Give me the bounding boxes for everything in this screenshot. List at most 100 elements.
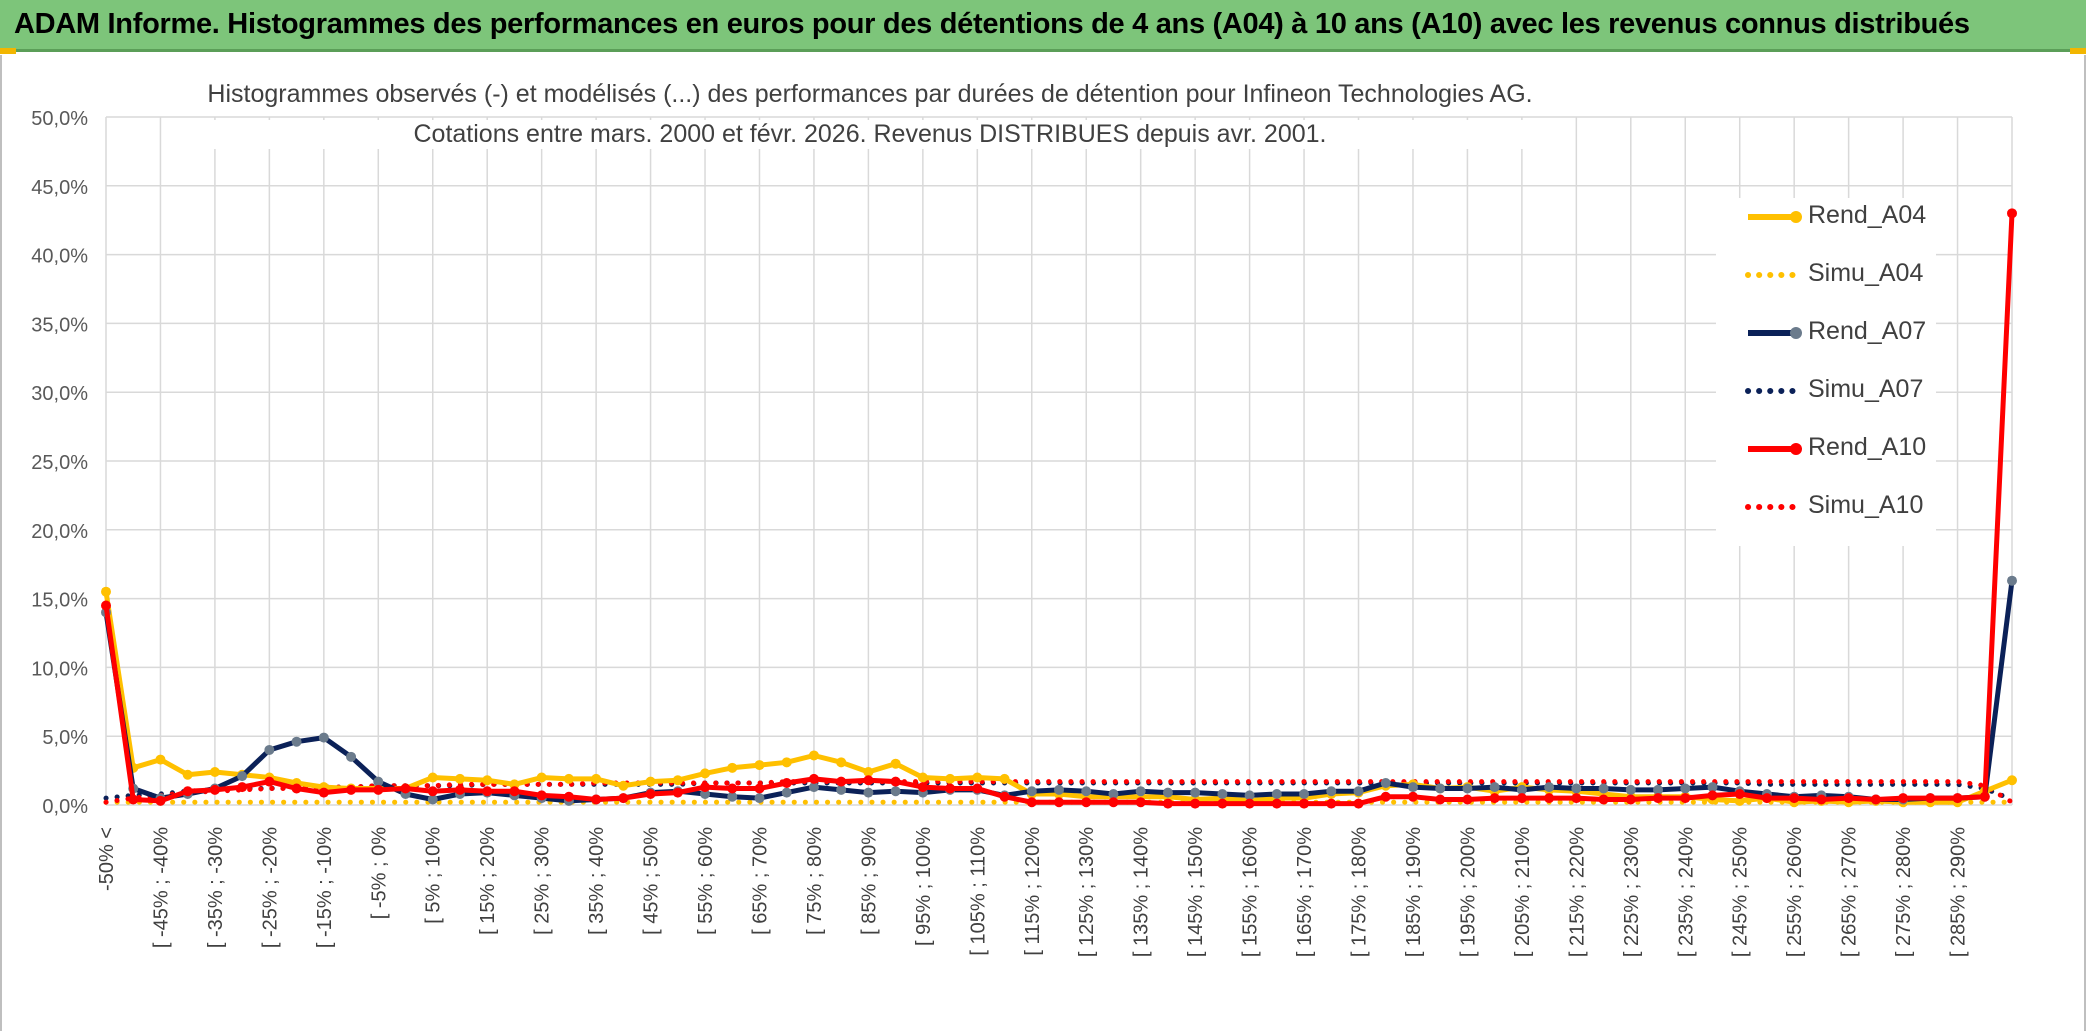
x-tick-label: [ 25% ; 30% <box>532 827 554 935</box>
legend-label: Rend_A10 <box>1808 433 1927 461</box>
data-point-rend-a10 <box>400 783 411 794</box>
data-point-rend-a04 <box>727 762 738 773</box>
x-tick-label: [ 175% ; 180% <box>1349 827 1371 957</box>
data-point-rend-a04 <box>945 773 956 784</box>
data-point-rend-a10 <box>2007 208 2017 219</box>
x-tick-label: [ 285% ; 290% <box>1948 827 1970 957</box>
data-point-rend-a10 <box>155 795 166 806</box>
data-point-rend-a07 <box>1353 786 1364 797</box>
x-tick-label: [ 275% ; 280% <box>1893 827 1915 957</box>
chart-title-line2: Cotations entre mars. 2000 et févr. 2026… <box>200 120 1540 149</box>
data-point-rend-a10 <box>836 776 847 787</box>
data-point-rend-a04 <box>155 754 166 765</box>
data-point-rend-a04 <box>917 772 928 783</box>
data-point-rend-a04 <box>209 766 220 777</box>
y-tick-label: 40,0% <box>31 246 88 268</box>
data-point-rend-a04 <box>808 750 819 761</box>
data-point-rend-a04 <box>536 772 547 783</box>
x-tick-label: [ 245% ; 250% <box>1730 827 1752 957</box>
x-tick-label: [ 135% ; 140% <box>1131 827 1153 957</box>
data-point-rend-a10 <box>945 783 956 794</box>
data-point-rend-a10 <box>1026 797 1037 808</box>
data-point-rend-a04 <box>999 773 1010 784</box>
x-tick-label: [ 35% ; 40% <box>586 827 608 935</box>
data-point-rend-a10 <box>346 784 357 795</box>
data-point-rend-a10 <box>890 776 901 787</box>
data-point-rend-a10 <box>700 782 711 793</box>
data-point-rend-a10 <box>917 782 928 793</box>
legend-swatch <box>1745 272 1802 278</box>
data-point-rend-a07 <box>1326 786 1337 797</box>
legend-label: Simu_A10 <box>1808 491 1924 519</box>
legend-swatch-marker <box>1790 443 1802 455</box>
data-point-rend-a04 <box>591 773 602 784</box>
data-point-rend-a10 <box>182 786 193 797</box>
data-point-rend-a07 <box>700 788 711 799</box>
x-tick-label: [ 195% ; 200% <box>1457 827 1479 957</box>
data-point-rend-a07 <box>1625 784 1636 795</box>
data-point-rend-a10 <box>264 776 275 787</box>
legend-label: Simu_A07 <box>1808 375 1924 403</box>
x-tick-label: [ 45% ; 50% <box>641 827 663 935</box>
series-line-rend-a04 <box>103 591 2013 805</box>
data-point-rend-a07 <box>237 771 248 782</box>
legend-item: Simu_A10 <box>1716 488 1936 546</box>
data-point-rend-a10 <box>1407 791 1418 802</box>
legend-swatch <box>1745 504 1802 510</box>
legend-swatch-marker <box>1790 211 1802 223</box>
data-point-rend-a10 <box>1625 794 1636 805</box>
data-point-rend-a10 <box>1435 794 1446 805</box>
data-point-rend-a07 <box>863 787 874 798</box>
data-point-rend-a10 <box>509 786 520 797</box>
y-tick-label: 20,0% <box>31 521 88 543</box>
data-point-rend-a10 <box>672 787 683 798</box>
data-point-rend-a04 <box>863 766 874 777</box>
data-point-rend-a10 <box>591 794 602 805</box>
data-point-rend-a10 <box>999 791 1010 802</box>
y-tick-label: 0,0% <box>42 796 88 818</box>
data-point-rend-a10 <box>1571 793 1582 804</box>
data-point-rend-a07 <box>1026 786 1037 797</box>
legend-item: Rend_A04 <box>1716 198 1936 256</box>
x-tick-label: [ -15% ; -10% <box>314 827 336 948</box>
legend-label: Simu_A04 <box>1808 259 1924 287</box>
data-point-rend-a07 <box>836 784 847 795</box>
data-point-rend-a07 <box>1054 784 1064 795</box>
x-tick-label: [ 255% ; 260% <box>1784 827 1806 957</box>
x-tick-label: -50% < <box>96 827 118 891</box>
data-point-rend-a10 <box>1326 798 1337 809</box>
legend-swatch <box>1748 211 1802 223</box>
data-point-rend-a10 <box>1843 793 1854 804</box>
data-point-rend-a10 <box>1979 791 1990 802</box>
data-point-rend-a07 <box>1380 777 1391 788</box>
series-line-rend-a07 <box>103 580 2015 804</box>
y-tick-label: 10,0% <box>31 658 88 680</box>
data-point-rend-a10 <box>1544 793 1555 804</box>
data-point-rend-a10 <box>754 783 765 794</box>
data-point-rend-a10 <box>1380 791 1391 802</box>
data-point-rend-a10 <box>1108 797 1119 808</box>
data-point-rend-a07 <box>1190 787 1201 798</box>
data-point-rend-a10 <box>1925 793 1936 804</box>
data-point-rend-a10 <box>1217 798 1228 809</box>
data-point-rend-a10 <box>1761 793 1772 804</box>
data-point-rend-a10 <box>618 793 629 804</box>
data-point-rend-a04 <box>645 776 656 787</box>
y-tick-label: 50,0% <box>31 108 88 130</box>
data-point-rend-a04 <box>754 760 765 771</box>
x-tick-label: [ 5% ; 10% <box>423 827 445 924</box>
data-point-rend-a10 <box>128 794 139 805</box>
data-point-rend-a10 <box>1870 794 1881 805</box>
chart-legend: Rend_A04 Simu_A04 Rend_A07 Simu_A07 Rend_A10… <box>1716 198 1936 546</box>
data-point-rend-a04 <box>672 775 683 786</box>
data-point-rend-a07 <box>1598 783 1609 794</box>
legend-swatch <box>1748 443 1802 455</box>
x-tick-label: [ -45% ; -40% <box>150 827 172 948</box>
data-point-rend-a07 <box>346 751 357 762</box>
x-tick-label: [ 145% ; 150% <box>1185 827 1207 957</box>
x-tick-label: [ 55% ; 60% <box>695 827 717 935</box>
y-tick-label: 5,0% <box>42 727 88 749</box>
data-point-rend-a10 <box>781 777 792 788</box>
data-point-rend-a07 <box>754 793 765 804</box>
